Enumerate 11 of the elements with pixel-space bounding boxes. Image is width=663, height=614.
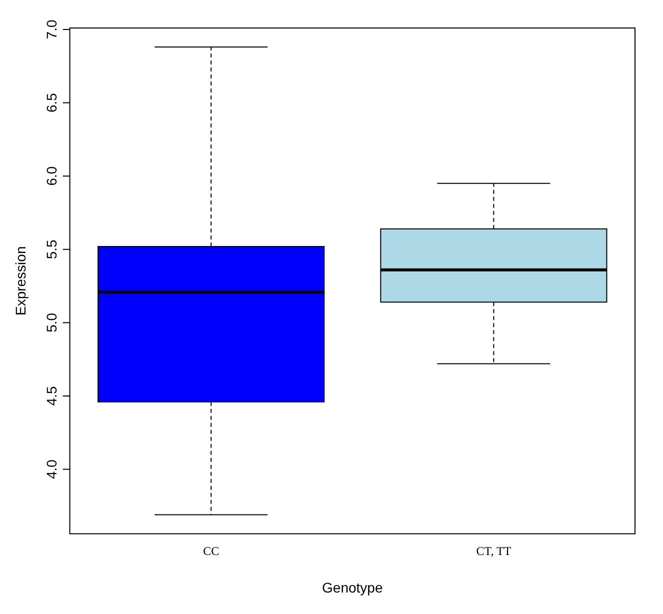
- y-tick-label: 4.0: [44, 459, 60, 480]
- x-tick-label: CC: [203, 544, 220, 558]
- y-tick-label: 5.0: [44, 312, 60, 332]
- y-axis-title: Expression: [12, 246, 28, 316]
- x-tick-label: CT, TT: [476, 544, 512, 558]
- y-tick-label: 7.0: [44, 20, 60, 40]
- y-tick-label: 6.0: [44, 166, 60, 186]
- y-tick-label: 5.5: [44, 239, 60, 260]
- x-axis-title: Genotype: [322, 579, 383, 596]
- y-tick-label: 6.5: [44, 92, 60, 113]
- y-tick-label: 4.5: [44, 386, 60, 406]
